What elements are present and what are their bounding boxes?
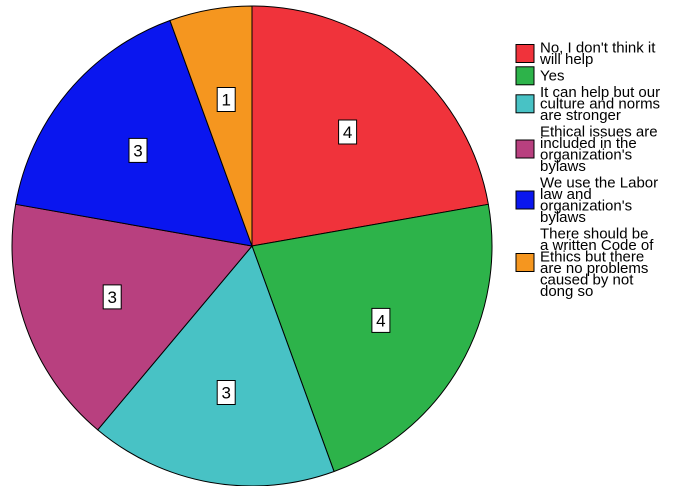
slice-label-5: 3 <box>128 137 148 163</box>
pie-slice-1 <box>251 5 489 247</box>
slice-value-text: 4 <box>376 311 385 330</box>
slice-value-text: 3 <box>221 384 230 403</box>
legend-entry-3: It can help but our culture and norms are … <box>515 84 660 124</box>
slice-value-labels: 4 4 3 3 3 1 <box>102 87 391 405</box>
legend-entry-2: Yes <box>515 66 564 86</box>
legend-label: There should be a written Code of Ethics b… <box>540 226 654 301</box>
slice-label-box <box>216 380 236 405</box>
slice-label-box <box>371 307 391 333</box>
slice-label-3: 3 <box>216 380 236 405</box>
legend-label: No, I don't think it will help <box>539 40 656 69</box>
slice-label-box <box>338 119 358 145</box>
legend-label: Yes <box>540 68 564 85</box>
slice-value-text: 1 <box>221 91 230 110</box>
pie-slice-6 <box>169 5 253 247</box>
pie-slice-3 <box>97 245 335 486</box>
legend-swatch <box>515 139 535 159</box>
slice-label-box <box>128 137 148 163</box>
slice-label-4: 3 <box>102 284 122 310</box>
slice-label-box <box>216 87 236 112</box>
slice-label-box <box>102 284 122 310</box>
pie-slice-4 <box>11 203 253 431</box>
slice-value-text: 3 <box>133 141 142 160</box>
legend-entry-6: There should be a written Code of Ethics b… <box>515 226 654 301</box>
slice-label-2: 4 <box>371 307 391 333</box>
legend-swatch <box>515 190 535 210</box>
legend-swatch <box>515 253 535 272</box>
legend-entry-1: No, I don't think it will help <box>515 40 656 69</box>
legend-entry-5: We use the Labor law and organization's byl… <box>515 175 658 227</box>
legend-entry-4: Ethical issues are included in the organiz… <box>515 124 658 176</box>
legend-label: We use the Labor law and organization's byl… <box>540 175 658 227</box>
slice-label-1: 4 <box>338 119 358 145</box>
legend-label: Ethical issues are included in the organiz… <box>540 124 658 176</box>
pie-slice-2 <box>251 203 493 473</box>
legend-swatch <box>515 66 535 86</box>
legend-swatch <box>515 94 535 114</box>
slice-label-6: 1 <box>216 87 236 112</box>
legend-swatch <box>515 44 535 63</box>
pie-slices <box>11 5 493 486</box>
legend-label: It can help but our culture and norms are … <box>540 84 660 124</box>
slice-value-text: 3 <box>107 288 116 307</box>
slice-value-text: 4 <box>343 123 352 142</box>
pie-slice-5 <box>15 19 253 247</box>
